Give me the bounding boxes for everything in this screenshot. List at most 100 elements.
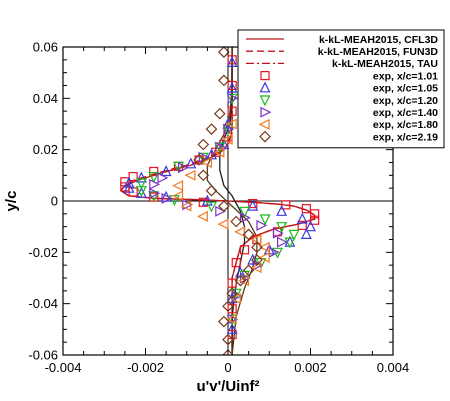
data-point-triangle-up [222,117,234,129]
data-point-triangle-down [214,142,226,154]
data-point-diamond [251,241,263,254]
legend-marker-swatch [260,106,272,118]
data-point-triangle-right [178,162,189,174]
x-tick-label: 0.002 [294,360,327,375]
data-point-triangle-down [135,178,147,190]
data-point-triangle-down [272,247,283,259]
data-point-triangle-left [172,190,184,202]
data-point-square [231,258,241,268]
data-point-diamond [218,200,230,212]
plot-area [63,47,393,355]
data-point-triangle-right [149,187,161,199]
data-point-triangle-left [184,169,196,181]
data-point-square [301,204,311,214]
data-point-square [248,198,258,209]
y-tick-label: 0.06 [33,40,58,55]
data-point-triangle-right [227,92,239,104]
y-tick-label: 0.04 [33,91,58,106]
data-point-triangle-left [172,180,184,192]
y-tick-label: -0.02 [28,245,58,260]
data-point-diamond [205,123,218,135]
data-point-triangle-left [250,262,262,274]
data-point-diamond [222,349,234,355]
y-axis-title: y/c [3,191,20,212]
data-point-diamond [251,254,263,266]
data-point-triangle-right [149,178,161,190]
data-point-triangle-left [225,118,237,130]
data-point-triangle-left [258,241,270,253]
legend-label: exp, x/c=2.19 [373,131,438,143]
data-point-triangle-left [234,226,245,238]
data-point-triangle-right [223,123,235,135]
data-point-triangle-down [288,229,300,241]
data-point-triangle-up [305,220,316,232]
data-point-square [227,55,237,65]
data-point-triangle-down [239,206,250,218]
data-point-diamond [218,47,230,58]
legend-label: k-kL-MEAH2015, TAU [332,58,438,70]
data-point-triangle-left [229,293,241,304]
data-point-triangle-down [226,93,238,105]
legend-label: exp, x/c=1.40 [373,107,438,119]
data-point-triangle-up [185,157,197,169]
data-point-square [297,220,307,230]
data-point-triangle-down [206,201,217,213]
legend-marker-swatch [260,70,270,81]
legend-label: k-kL-MEAH2015, FUN3D [318,46,439,58]
data-point-triangle-up [123,181,135,193]
legend-label: k-kL-MEAH2015, CFL3D [319,34,438,46]
legend-label: exp, x/c=1.80 [373,119,438,131]
data-point-square [239,245,250,255]
y-tick-label: -0.04 [28,296,58,311]
data-point-triangle-down [226,314,238,326]
data-point-triangle-down [148,172,160,183]
data-point-diamond [197,169,210,182]
legend-marker-swatch [259,95,271,107]
axis-tick-labels: -0.004 -0.002 0 0.002 0.004 -0.06 -0.04 -0.02 0 0… [28,40,409,376]
data-point-triangle-down [230,288,242,300]
data-point-diamond [218,315,230,328]
y-tick-label: 0.02 [33,142,58,157]
data-point-triangle-right [215,205,227,217]
data-point-triangle-up [160,165,172,177]
data-point-triangle-up [247,199,259,211]
data-point-triangle-left [201,157,212,168]
y-tick-label: -0.06 [28,348,58,363]
data-point-square [281,200,291,210]
data-point-triangle-left [217,218,229,230]
data-point-triangle-left [258,252,270,263]
data-point-triangle-right [239,212,251,224]
line-series-3 [219,47,246,355]
data-point-triangle-up [135,171,147,183]
y-tick-label: 0 [51,194,58,209]
data-point-triangle-up [226,56,238,68]
legend-marker-swatch [259,130,271,143]
data-point-triangle-right [272,227,284,239]
data-point-triangle-up [226,81,238,93]
data-point-triangle-left [221,133,233,145]
data-point-diamond [205,184,218,197]
data-point-triangle-right [256,219,268,231]
data-point-triangle-up [296,212,308,224]
data-point-triangle-down [259,214,271,226]
data-point-triangle-right [157,172,169,184]
data-point-diamond [218,74,230,87]
legend-marker-swatch [258,118,270,130]
data-point-triangle-down [135,186,147,198]
legend-label: exp, x/c=1.20 [373,95,438,107]
data-point-square [128,172,138,182]
data-point-diamond [222,333,234,346]
legend-box [237,29,445,149]
data-point-triangle-up [300,228,312,239]
data-point-diamond [234,274,247,287]
data-point-triangle-right [277,236,288,248]
data-point-triangle-up [135,186,147,198]
data-point-square [227,106,237,116]
data-point-triangle-down [284,237,296,249]
x-tick-label: -0.002 [127,360,164,375]
data-point-triangle-left [196,210,208,222]
data-point-triangle-left [225,313,237,325]
data-point-diamond [213,107,226,120]
